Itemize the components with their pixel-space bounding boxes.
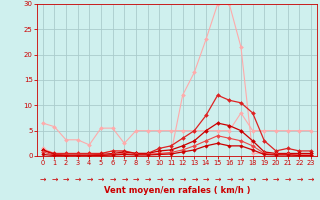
Text: →: → [98,174,104,184]
Text: →: → [168,174,174,184]
Text: →: → [261,174,268,184]
Text: →: → [75,174,81,184]
Text: →: → [156,174,163,184]
Text: →: → [39,174,46,184]
Text: →: → [284,174,291,184]
Text: →: → [191,174,197,184]
Text: →: → [86,174,92,184]
Text: →: → [121,174,127,184]
Text: →: → [63,174,69,184]
Text: Vent moyen/en rafales ( km/h ): Vent moyen/en rafales ( km/h ) [104,186,251,195]
Text: →: → [308,174,314,184]
Text: →: → [133,174,139,184]
Text: →: → [203,174,209,184]
Text: →: → [296,174,302,184]
Text: →: → [273,174,279,184]
Text: →: → [109,174,116,184]
Text: →: → [238,174,244,184]
Text: →: → [226,174,233,184]
Text: →: → [180,174,186,184]
Text: →: → [51,174,58,184]
Text: →: → [214,174,221,184]
Text: →: → [250,174,256,184]
Text: →: → [144,174,151,184]
